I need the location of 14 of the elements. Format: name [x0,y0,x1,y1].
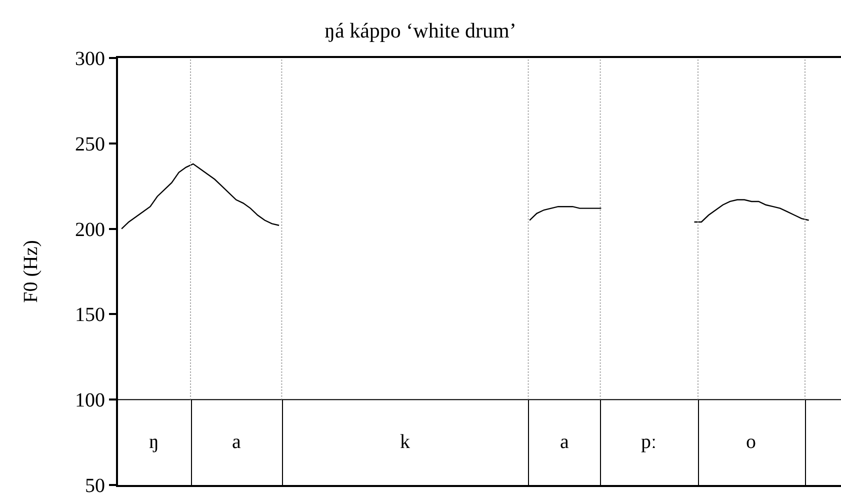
y-tick-label: 300 [75,48,105,70]
annotation: ŋ [149,431,159,453]
annotation: a [560,431,569,453]
y-tick-label: 200 [75,218,105,241]
annotation: o [746,431,756,453]
y-tick-label: 50 [85,475,105,497]
annotation: pː [641,431,657,453]
annotation: k [400,431,410,453]
y-axis-title: F0 (Hz) [20,240,42,303]
y-tick-label: 100 [75,390,105,412]
y-tick-label: 250 [75,133,105,156]
chart-title: ŋá káppo ‘white drum’ [324,18,516,42]
annotation: a [232,431,241,453]
y-tick-label: 150 [75,304,105,326]
